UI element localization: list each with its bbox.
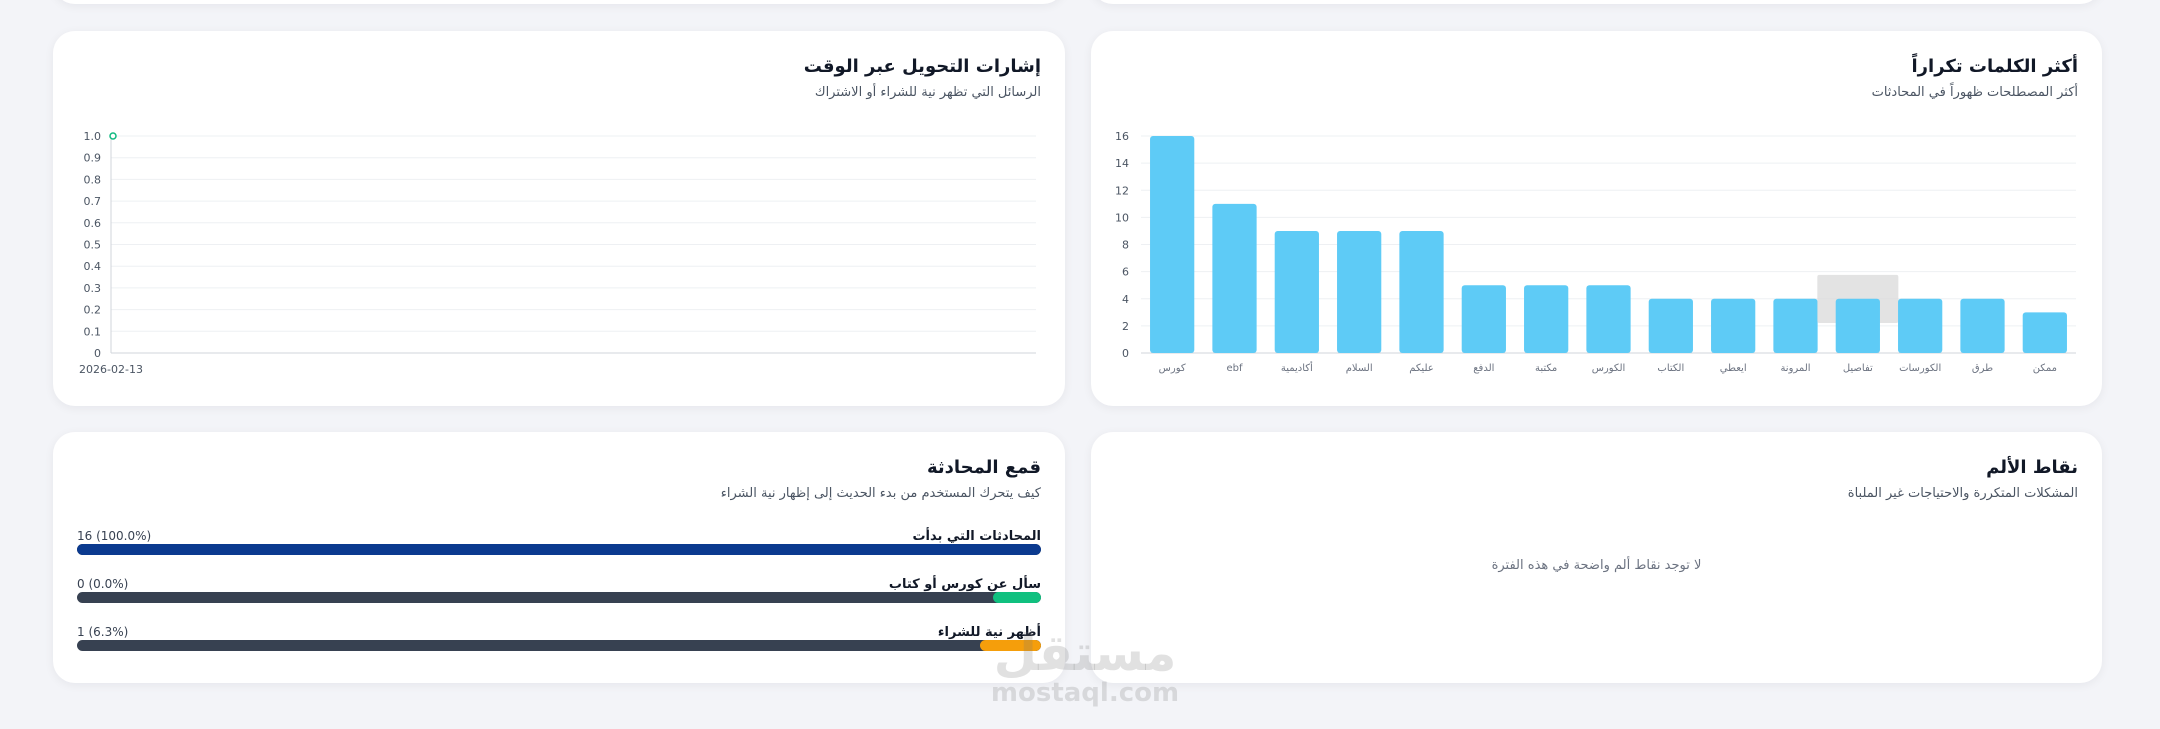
x-category-label: أكاديمية — [1281, 361, 1313, 374]
top-words-bar-chart: 0 2 4 6 8 10 12 14 16 كورس ebf أكاديمية السلام عليكم ا… — [1115, 130, 2076, 374]
y-tick-label: 0.6 — [84, 217, 102, 230]
x-category-label: الكورسات — [1899, 363, 1941, 374]
y-tick-label: 0.8 — [84, 173, 102, 186]
stage-progress-track — [77, 544, 1041, 555]
y-tick-label: 1.0 — [84, 130, 102, 143]
y-tick-label: 12 — [1115, 184, 1129, 197]
x-category-label: عليكم — [1409, 363, 1433, 374]
stage-progress-fill — [980, 640, 1041, 651]
y-tick-label: 0.3 — [84, 282, 102, 295]
x-category-label: كورس — [1159, 363, 1186, 374]
x-category-label: الكورس — [1592, 363, 1626, 374]
stage-count: 1 (6.3%) — [77, 625, 129, 639]
y-tick-label: 10 — [1115, 211, 1129, 224]
y-tick-label: 16 — [1115, 130, 1129, 143]
card-top-left-edge — [53, 0, 1065, 4]
y-tick-label: 4 — [1122, 293, 1129, 306]
x-category-label: ebf — [1226, 363, 1243, 374]
y-tick-label: 6 — [1122, 266, 1129, 279]
bar — [2022, 312, 2067, 353]
card-title: قمع المحادثة — [926, 457, 1041, 478]
x-category-label: مكتبة — [1535, 363, 1557, 374]
x-category-label: المرونة — [1780, 363, 1810, 374]
pain-points-card: نقاط الألم المشكلات المتكررة والاحتياجات… — [1091, 432, 2102, 683]
x-category-label: تفاصيل — [1843, 363, 1873, 374]
x-category-label: الكتاب — [1657, 363, 1684, 374]
y-tick-label: 8 — [1122, 239, 1129, 252]
stage-count: 16 (100.0%) — [77, 529, 152, 543]
card-subtitle: الرسائل التي تظهر نية للشراء أو الاشتراك — [814, 85, 1041, 100]
data-point — [109, 132, 117, 140]
y-tick-label: 0.4 — [84, 260, 102, 273]
bar — [1150, 136, 1195, 353]
bar — [1337, 230, 1382, 353]
top-words-card: أكثر الكلمات تكراراً أكثر المصطلحات ظهور… — [1091, 31, 2102, 406]
bar — [1773, 298, 1818, 353]
bar — [1524, 285, 1569, 353]
y-tick-label: 2 — [1122, 320, 1129, 333]
bar — [1960, 298, 2005, 353]
card-subtitle: كيف يتحرك المستخدم من بدء الحديث إلى إظه… — [720, 486, 1041, 501]
bar — [1648, 298, 1693, 353]
y-tick-label: 0 — [94, 347, 101, 360]
stage-label: أظهر نية للشراء — [937, 625, 1041, 640]
bar — [1711, 298, 1756, 353]
bar — [1274, 230, 1319, 353]
stage-progress-fill — [992, 592, 1041, 603]
stage-label: سأل عن كورس أو كتاب — [888, 577, 1041, 592]
conversation-funnel-card: قمع المحادثة كيف يتحرك المستخدم من بدء ا… — [53, 432, 1065, 683]
conversion-signals-card: إشارات التحويل عبر الوقت الرسائل التي تظ… — [53, 31, 1065, 406]
y-tick-label: 0.7 — [84, 195, 102, 208]
stage-count: 0 (0.0%) — [77, 577, 129, 591]
funnel-stage-intent: أظهر نية للشراء 1 (6.3%) — [77, 625, 1041, 665]
card-title: أكثر الكلمات تكراراً — [1911, 56, 2079, 77]
x-category-label: ايعطي — [1720, 363, 1747, 374]
x-tick-label: 2026-02-13 — [79, 363, 143, 376]
y-tick-label: 0.2 — [84, 304, 102, 317]
card-subtitle: المشكلات المتكررة والاحتياجات غير الملبا… — [1847, 486, 2078, 501]
card-title: إشارات التحويل عبر الوقت — [803, 56, 1041, 77]
bar — [1898, 298, 1943, 353]
funnel-stage-started: المحادثات التي بدأت 16 (100.0%) — [77, 529, 1041, 569]
bar — [1399, 230, 1444, 353]
stage-progress-track — [77, 592, 1041, 603]
y-tick-label: 14 — [1115, 157, 1129, 170]
conversion-line-chart: 0 0.1 0.2 0.3 0.4 0.5 0.6 0.7 0.8 0.9 1.0 2026-02-1… — [79, 130, 1036, 376]
x-category-label: السلام — [1346, 363, 1373, 374]
stage-label: المحادثات التي بدأت — [912, 529, 1041, 544]
card-subtitle: أكثر المصطلحات ظهوراً في المحادثات — [1871, 85, 2078, 100]
stage-progress-track — [77, 640, 1041, 651]
x-category-label: الدفع — [1473, 363, 1494, 374]
x-category-label: ممكن — [2033, 363, 2057, 374]
stage-progress-fill — [77, 544, 1041, 555]
bar — [1586, 285, 1631, 353]
bar — [1461, 285, 1506, 353]
bar — [1835, 298, 1880, 353]
y-tick-label: 0 — [1122, 347, 1129, 360]
card-title: نقاط الألم — [1986, 457, 2078, 478]
card-top-right-edge — [1091, 0, 2102, 4]
y-tick-label: 0.1 — [84, 325, 102, 338]
x-category-label: طرق — [1972, 363, 1993, 374]
funnel-stage-asked: سأل عن كورس أو كتاب 0 (0.0%) — [77, 577, 1041, 617]
bar — [1212, 203, 1257, 353]
y-tick-label: 0.5 — [84, 239, 102, 252]
empty-state-message: لا توجد نقاط ألم واضحة في هذه الفترة — [1491, 558, 1702, 573]
y-tick-label: 0.9 — [84, 152, 102, 165]
